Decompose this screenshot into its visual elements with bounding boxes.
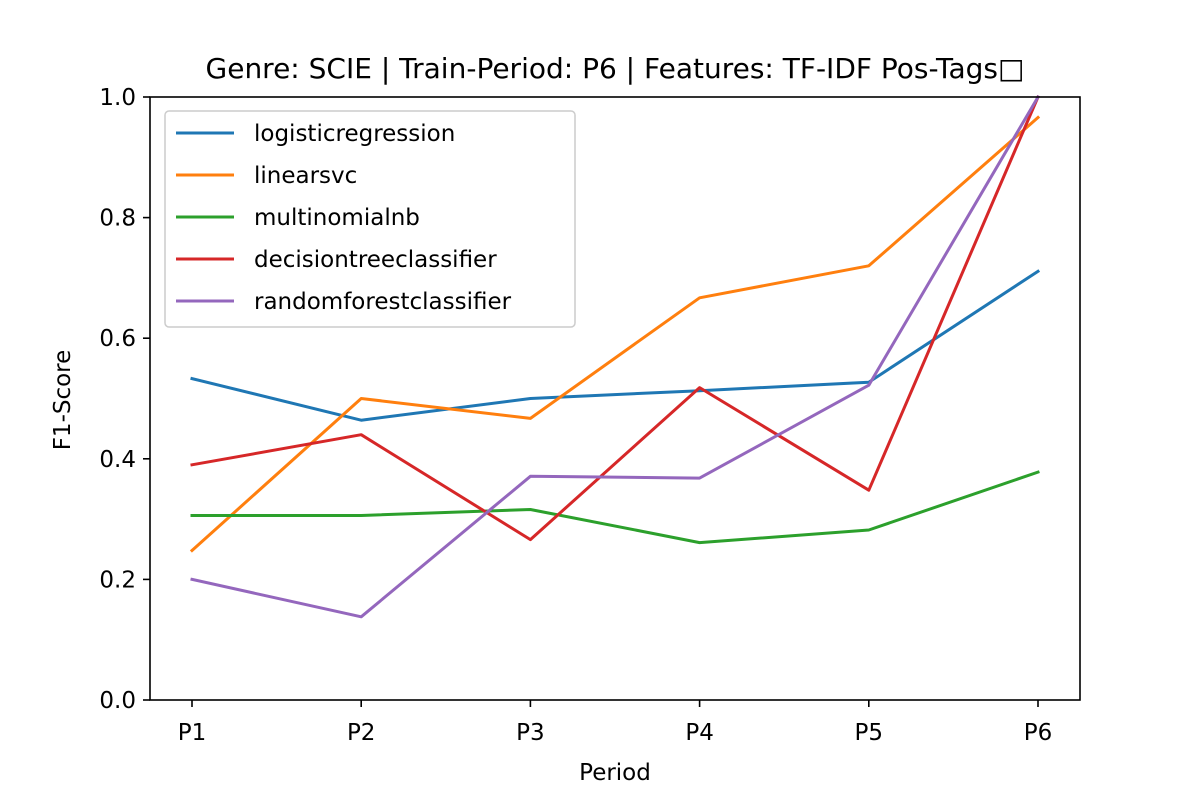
y-tick-label-0.8: 0.8 [99, 206, 136, 232]
series-lines [189, 94, 1041, 619]
y-axis: 0.0 0.2 0.4 0.6 0.8 1.0 [99, 85, 150, 714]
y-tick-label-0.2: 0.2 [99, 567, 136, 593]
legend-items: logisticregression linearsvc multinomialnb… [176, 121, 512, 315]
legend-label-logisticregression: logisticregression [254, 121, 455, 147]
x-axis: P1 P2 P3 P4 P5 P6 [178, 700, 1053, 746]
y-tick-label-0.0: 0.0 [99, 688, 136, 714]
chart-title: Genre: SCIE | Train-Period: P6 | Feature… [206, 52, 1025, 85]
series-line-linearsvc [189, 115, 1041, 553]
x-tick-label-P6: P6 [1024, 720, 1053, 746]
x-tick-label-P5: P5 [855, 720, 884, 746]
y-tick-label-0.6: 0.6 [99, 326, 136, 352]
y-axis-label: F1-Score [50, 350, 76, 451]
y-tick-label-1.0: 1.0 [99, 85, 136, 111]
x-tick-label-P3: P3 [516, 720, 545, 746]
legend-box [164, 110, 576, 328]
legend-label-multinomialnb: multinomialnb [254, 205, 420, 231]
series-line-multinomialnb [190, 470, 1040, 545]
x-tick-label-P1: P1 [178, 720, 207, 746]
legend-label-randomforestclassifier: randomforestclassifier [254, 289, 512, 315]
series-line-decisiontreeclassifier [190, 95, 1040, 542]
legend: logisticregression linearsvc multinomialnb… [164, 110, 576, 328]
series-line-logisticregression [190, 269, 1041, 422]
y-tick-label-0.4: 0.4 [99, 447, 136, 473]
x-tick-label-P4: P4 [685, 720, 714, 746]
x-tick-label-P2: P2 [347, 720, 376, 746]
plot-frame [149, 96, 1081, 701]
legend-label-decisiontreeclassifier: decisiontreeclassifier [254, 247, 497, 273]
x-axis-label: Period [579, 760, 651, 786]
legend-label-linearsvc: linearsvc [254, 163, 357, 189]
series-line-randomforestclassifier [190, 94, 1041, 619]
